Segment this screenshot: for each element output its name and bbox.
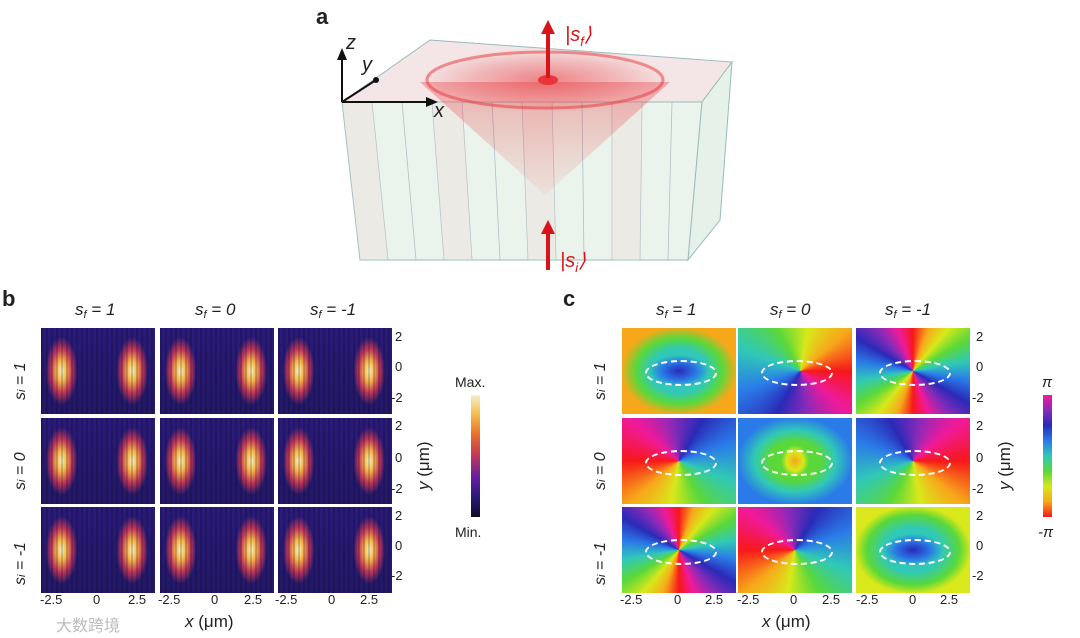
b-x-tick: 0 xyxy=(93,592,101,607)
b-intensity-tile xyxy=(159,506,275,594)
b-row-header-3: si = -1 xyxy=(12,542,29,585)
c-col-header-2: sf = 0 xyxy=(770,300,811,321)
c-colorbar-min: -π xyxy=(1038,524,1054,541)
c-y-axis-label: y (μm) xyxy=(995,441,1014,490)
state-initial-label: |si⟩ xyxy=(560,250,586,275)
c-col-header-1: sf = 1 xyxy=(656,300,697,321)
c-y-tick: 0 xyxy=(976,450,984,465)
axis-y-label: y xyxy=(362,54,372,76)
c-y-tick: -2 xyxy=(972,568,984,583)
b-x-tick: -2.5 xyxy=(275,592,298,607)
c-phase-tile xyxy=(855,327,971,415)
dashed-ellipse xyxy=(761,450,833,476)
c-phase-tile xyxy=(737,417,853,505)
b-y-tick: 2 xyxy=(395,418,403,433)
c-row-header-3: si = -1 xyxy=(592,542,609,585)
dashed-ellipse xyxy=(879,360,951,386)
c-y-tick: 0 xyxy=(976,359,984,374)
b-x-tick: 2.5 xyxy=(360,592,379,607)
b-y-tick: 0 xyxy=(395,450,403,465)
b-x-tick: 2.5 xyxy=(244,592,263,607)
axis-x-label: x xyxy=(434,100,444,122)
b-colorbar xyxy=(471,395,480,517)
b-y-tick: -2 xyxy=(391,390,403,405)
c-row-header-2: si = 0 xyxy=(592,452,609,490)
b-row-header-2: si = 0 xyxy=(12,452,29,490)
dashed-ellipse xyxy=(761,360,833,386)
c-phase-tile xyxy=(737,506,853,594)
panel-a-illustration xyxy=(337,20,733,270)
c-x-tick: 0 xyxy=(909,592,917,607)
c-x-tick: -2.5 xyxy=(737,592,760,607)
c-y-tick: 0 xyxy=(976,538,984,553)
b-col-header-2: sf = 0 xyxy=(195,300,236,321)
b-intensity-tile xyxy=(159,327,275,415)
b-y-tick: 0 xyxy=(395,359,403,374)
c-x-tick: 0 xyxy=(674,592,682,607)
c-phase-tile xyxy=(621,506,737,594)
dashed-ellipse xyxy=(645,539,717,565)
b-intensity-tile xyxy=(277,417,393,505)
b-x-tick: 2.5 xyxy=(128,592,147,607)
b-y-tick: 2 xyxy=(395,329,403,344)
b-y-tick: 0 xyxy=(395,538,403,553)
panel-letter-c: c xyxy=(563,286,576,311)
b-row-header-1: si = 1 xyxy=(12,362,29,400)
b-intensity-tile xyxy=(40,506,156,594)
b-intensity-tile xyxy=(277,506,393,594)
panel-letter-b: b xyxy=(2,286,16,311)
b-col-header-1: sf = 1 xyxy=(75,300,116,321)
c-x-tick: 2.5 xyxy=(940,592,959,607)
b-x-tick: -2.5 xyxy=(40,592,63,607)
b-y-axis-label: y (μm) xyxy=(414,441,433,490)
c-colorbar xyxy=(1043,395,1052,517)
c-row-header-1: si = 1 xyxy=(592,362,609,400)
c-y-tick: 2 xyxy=(976,329,984,344)
b-y-tick: 2 xyxy=(395,508,403,523)
watermark-text: 大数跨境 xyxy=(56,618,121,635)
axis-z-label: z xyxy=(346,32,356,54)
c-x-tick: 0 xyxy=(790,592,798,607)
b-col-header-3: sf = -1 xyxy=(310,300,357,321)
c-phase-tile xyxy=(855,417,971,505)
b-colorbar-min: Min. xyxy=(455,524,482,540)
dashed-ellipse xyxy=(645,360,717,386)
b-intensity-tile xyxy=(159,417,275,505)
b-intensity-tile xyxy=(40,327,156,415)
c-y-tick: -2 xyxy=(972,390,984,405)
panel-letter-a: a xyxy=(316,4,329,29)
c-x-tick: 2.5 xyxy=(822,592,841,607)
c-y-tick: -2 xyxy=(972,481,984,496)
b-y-tick: -2 xyxy=(391,481,403,496)
dashed-ellipse xyxy=(879,450,951,476)
dashed-ellipse xyxy=(761,539,833,565)
c-y-tick: 2 xyxy=(976,508,984,523)
c-colorbar-max: π xyxy=(1042,374,1053,391)
c-phase-tile xyxy=(855,506,971,594)
dashed-ellipse xyxy=(645,450,717,476)
c-x-axis-label: x (μm) xyxy=(762,612,811,631)
c-phase-tile xyxy=(621,417,737,505)
b-x-tick: 0 xyxy=(211,592,219,607)
b-x-tick: -2.5 xyxy=(158,592,181,607)
b-colorbar-max: Max. xyxy=(455,374,486,390)
dashed-ellipse xyxy=(879,539,951,565)
c-y-tick: 2 xyxy=(976,418,984,433)
c-x-tick: -2.5 xyxy=(856,592,879,607)
b-intensity-tile xyxy=(40,417,156,505)
b-x-tick: 0 xyxy=(328,592,336,607)
c-x-tick: -2.5 xyxy=(620,592,643,607)
c-col-header-3: sf = -1 xyxy=(885,300,932,321)
b-x-axis-label: x (μm) xyxy=(185,612,234,631)
b-y-tick: -2 xyxy=(391,568,403,583)
c-x-tick: 2.5 xyxy=(705,592,724,607)
c-phase-tile xyxy=(737,327,853,415)
state-final-label: |sf⟩ xyxy=(565,24,592,49)
c-phase-tile xyxy=(621,327,737,415)
b-intensity-tile xyxy=(277,327,393,415)
